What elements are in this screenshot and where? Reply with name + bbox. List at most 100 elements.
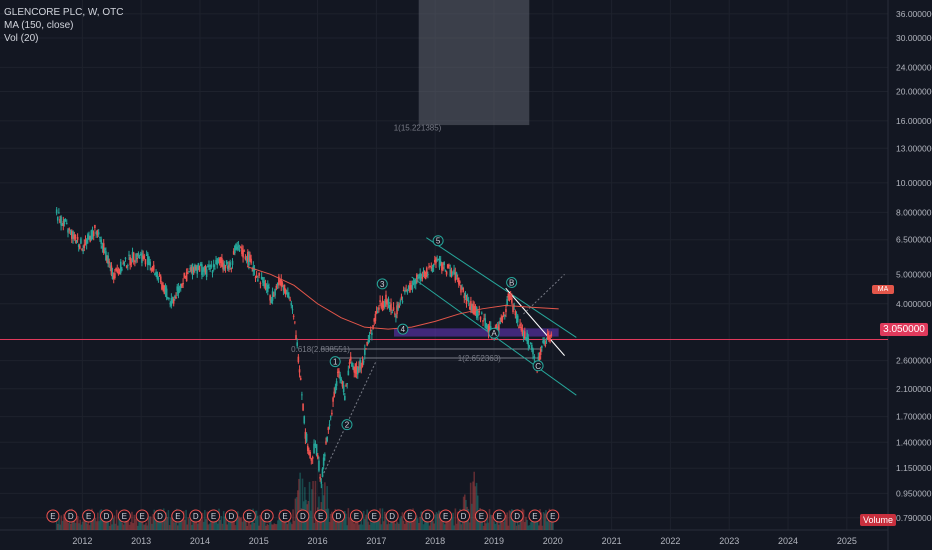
volume-bar [374, 515, 377, 530]
volume-bar [419, 516, 421, 530]
volume-bar [312, 481, 314, 530]
volume-bar [117, 525, 119, 530]
volume-bar [538, 525, 540, 530]
volume-bar [274, 523, 277, 530]
candle [416, 274, 418, 280]
candle [379, 300, 381, 302]
candle [63, 219, 66, 224]
volume-bar [520, 514, 523, 530]
volume-bar [133, 514, 136, 530]
y-tick-label: 2.100000 [896, 384, 932, 394]
volume-bar [461, 520, 464, 530]
x-tick-label: 2018 [425, 536, 445, 546]
volume-bar [346, 525, 348, 530]
earnings-marker [64, 509, 78, 523]
y-tick-label: 4.000000 [896, 299, 932, 309]
candle [301, 394, 303, 396]
candle [154, 273, 156, 275]
candle [225, 260, 228, 264]
volume-bar [66, 515, 69, 530]
volume-bar [111, 524, 113, 530]
earnings-marker-label: D [157, 512, 163, 521]
candle [61, 224, 63, 226]
volume-bar [154, 517, 157, 530]
earnings-marker-label: E [175, 512, 180, 521]
earnings-marker [153, 509, 167, 523]
volume-bar [240, 517, 243, 530]
volume-bar [522, 509, 525, 530]
volume-bar [134, 518, 137, 530]
volume-bar [525, 516, 527, 530]
volume-bar [474, 486, 477, 530]
candle [284, 289, 287, 295]
candle [159, 276, 162, 283]
volume-bar [493, 521, 495, 530]
volume-bar [482, 525, 485, 530]
volume-bar [321, 484, 324, 530]
wave-label-circle [341, 419, 353, 431]
volume-bar [169, 517, 172, 530]
candle [187, 272, 189, 274]
candle [324, 454, 326, 457]
earnings-marker [510, 509, 524, 523]
volume-bar [468, 522, 471, 530]
candle [55, 209, 58, 214]
candle [407, 285, 410, 290]
candle [81, 249, 83, 251]
candle [477, 313, 479, 317]
candle [72, 231, 74, 239]
candle [106, 256, 108, 263]
volume-bar [421, 511, 424, 530]
candle [203, 266, 206, 271]
volume-bar [335, 520, 338, 530]
fib-label: 1(2.652363) [458, 354, 501, 363]
volume-bar [211, 521, 213, 530]
candle [123, 261, 126, 267]
earnings-marker-label: E [479, 512, 484, 521]
candle [344, 395, 346, 401]
candle [404, 290, 406, 293]
volume-bar [314, 480, 317, 530]
candle [263, 280, 265, 287]
volume-bar [55, 517, 58, 530]
candle [97, 232, 100, 235]
candle [325, 441, 327, 444]
volume-bar [471, 503, 473, 530]
volume-bar [80, 524, 83, 530]
candle [179, 283, 182, 289]
candle [515, 315, 518, 319]
earnings-marker-label: E [372, 512, 377, 521]
volume-bar [339, 519, 341, 530]
volume-bar [398, 523, 400, 530]
volume-bar [171, 514, 173, 530]
volume-bar [238, 516, 240, 530]
candle [351, 362, 353, 367]
candle [405, 289, 407, 292]
volume-bar [174, 520, 177, 530]
candle [119, 261, 122, 273]
candle [162, 284, 164, 289]
candle [199, 263, 202, 266]
volume-bar [124, 516, 126, 530]
volume-bar [144, 524, 146, 530]
candle [487, 325, 490, 334]
volume-bar [367, 521, 370, 530]
volume-bar [151, 523, 153, 530]
earnings-marker [207, 509, 221, 523]
volume-bar [182, 511, 185, 530]
candle [356, 367, 359, 375]
volume-bar [309, 510, 312, 530]
candle [341, 381, 344, 387]
candle [188, 271, 190, 273]
candle [114, 273, 116, 279]
candle [366, 341, 368, 346]
volume-bar [527, 525, 530, 530]
y-tick-label: 1.150000 [896, 463, 932, 473]
volume-bar [261, 520, 264, 530]
volume-bar [545, 510, 547, 530]
volume-bar [167, 510, 170, 530]
earnings-marker-label: D [425, 512, 431, 521]
candle [308, 451, 310, 455]
volume-bar [364, 518, 366, 530]
